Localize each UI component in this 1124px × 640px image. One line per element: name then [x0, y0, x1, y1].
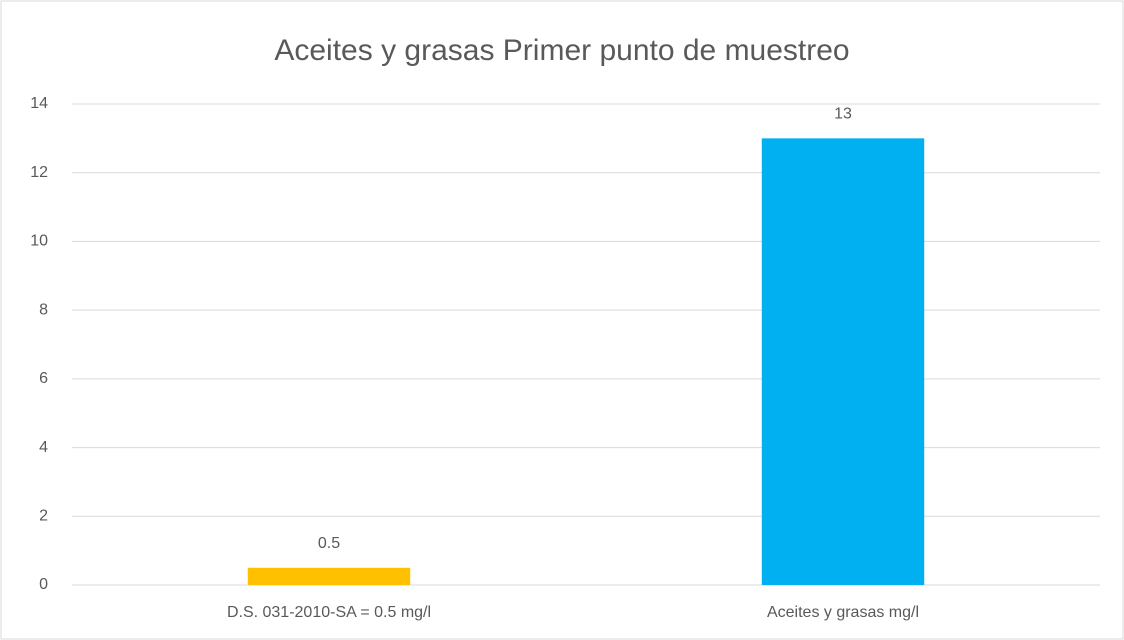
y-tick-label: 10	[30, 233, 48, 250]
chart-title: Aceites y grasas Primer punto de muestre…	[274, 34, 849, 67]
y-tick-label: 4	[39, 439, 48, 456]
bar	[247, 567, 411, 585]
y-tick-label: 12	[30, 164, 48, 181]
y-tick-label: 2	[39, 508, 48, 525]
data-label: 0.5	[318, 535, 340, 552]
y-tick-label: 0	[39, 576, 48, 593]
y-tick-label: 8	[39, 301, 48, 318]
y-tick-label: 6	[39, 370, 48, 387]
bar	[761, 138, 925, 585]
x-tick-label: D.S. 031-2010-SA = 0.5 mg/l	[227, 604, 431, 621]
x-tick-label: Aceites y grasas mg/l	[767, 604, 919, 621]
y-tick-label: 14	[30, 95, 48, 112]
data-label: 13	[834, 106, 852, 123]
